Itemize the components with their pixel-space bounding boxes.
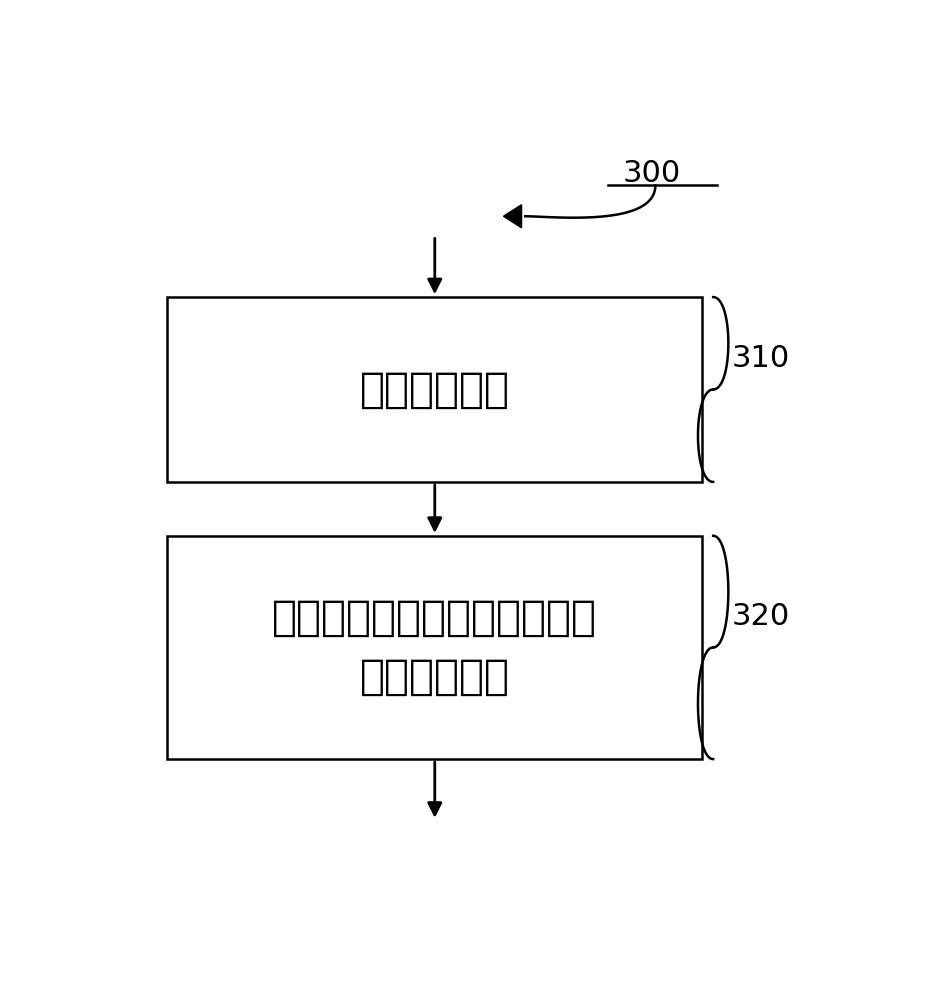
FancyBboxPatch shape — [167, 536, 703, 759]
FancyBboxPatch shape — [167, 297, 703, 482]
Text: 接收预定规则: 接收预定规则 — [360, 368, 509, 410]
Text: 310: 310 — [731, 344, 789, 373]
Text: 320: 320 — [731, 602, 789, 631]
Text: 300: 300 — [622, 159, 681, 188]
Text: 根据预定规则来搜索定位点并
输出提示信号: 根据预定规则来搜索定位点并 输出提示信号 — [272, 597, 597, 698]
Polygon shape — [504, 205, 522, 228]
